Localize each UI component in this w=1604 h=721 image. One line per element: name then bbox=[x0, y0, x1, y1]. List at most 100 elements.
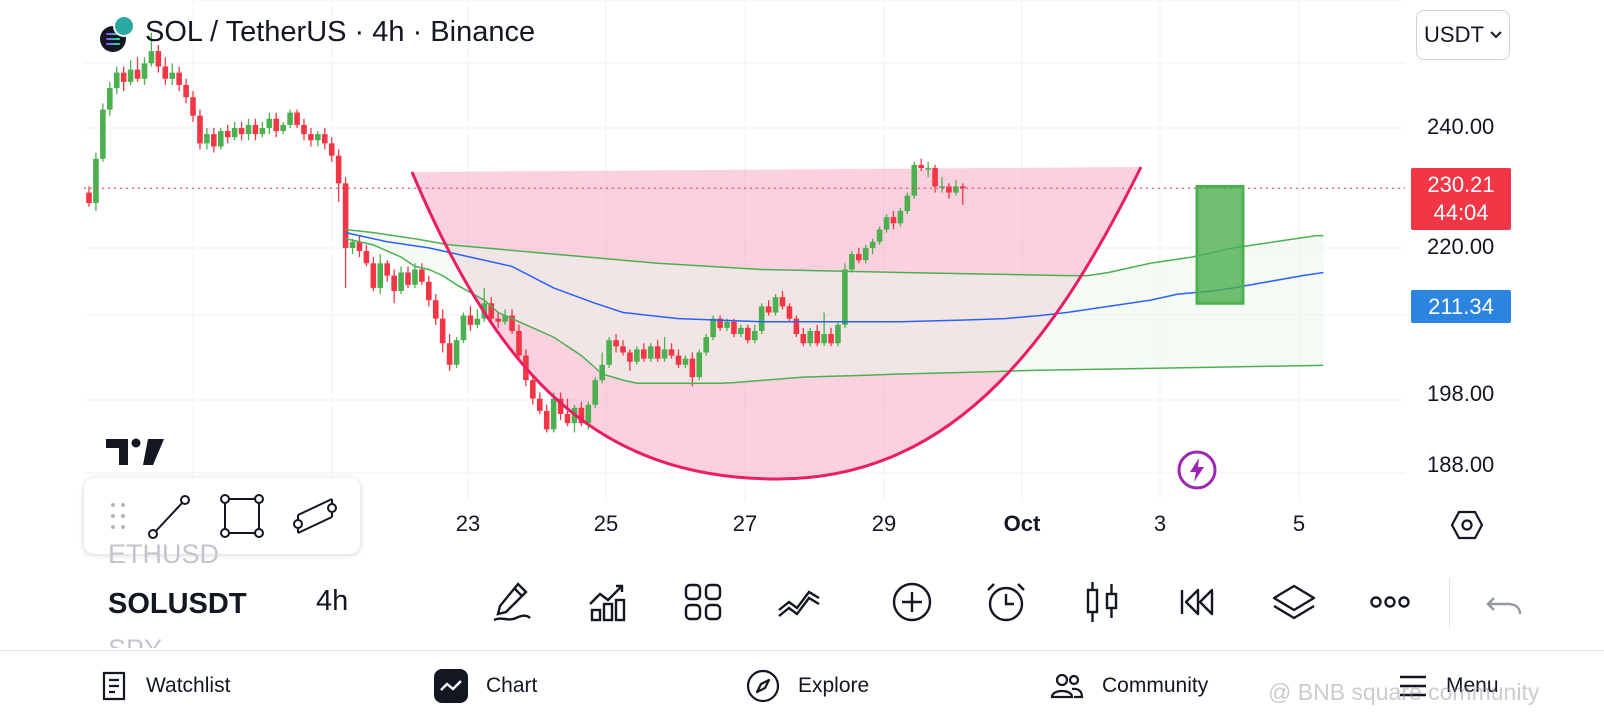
candle bbox=[675, 349, 682, 368]
candle-body bbox=[779, 297, 786, 307]
compare-icon[interactable] bbox=[775, 578, 823, 626]
cup-curve-line[interactable] bbox=[410, 166, 1143, 481]
candle bbox=[273, 112, 280, 138]
candle bbox=[426, 275, 432, 307]
candle-body bbox=[772, 297, 779, 313]
candle bbox=[592, 377, 599, 408]
candle-body bbox=[786, 306, 793, 319]
candle-body bbox=[155, 51, 162, 67]
candle-body bbox=[100, 109, 106, 159]
candle bbox=[634, 346, 640, 365]
candle bbox=[661, 337, 668, 362]
candle-body bbox=[821, 334, 827, 344]
candle bbox=[571, 404, 578, 433]
candle-body bbox=[717, 318, 723, 328]
more-icon[interactable] bbox=[1366, 578, 1414, 626]
candle-body bbox=[439, 318, 446, 344]
rectangle-icon[interactable] bbox=[217, 491, 267, 541]
price-chart[interactable] bbox=[0, 0, 1604, 540]
candle bbox=[765, 300, 772, 316]
candle bbox=[738, 324, 744, 338]
candle bbox=[883, 214, 890, 233]
candle bbox=[606, 337, 612, 368]
compass-icon bbox=[746, 669, 780, 703]
watchlist-prev-symbol[interactable]: ETHUSD bbox=[108, 541, 220, 567]
candle bbox=[516, 324, 522, 359]
candle-body bbox=[467, 315, 474, 325]
chart-settings-icon[interactable] bbox=[1450, 510, 1484, 540]
parallel-channel-icon[interactable] bbox=[290, 491, 340, 541]
candle bbox=[495, 312, 501, 328]
candle-body bbox=[675, 355, 682, 365]
position-box[interactable] bbox=[1195, 184, 1245, 305]
candle-body bbox=[855, 254, 862, 261]
candle bbox=[252, 118, 259, 141]
candle-body bbox=[564, 413, 571, 424]
candle bbox=[308, 128, 314, 147]
candle-body bbox=[876, 229, 883, 242]
candle-body bbox=[862, 247, 869, 261]
nav-watchlist[interactable]: Watchlist bbox=[100, 651, 230, 721]
candle-body bbox=[391, 275, 397, 291]
nav-explore[interactable]: Explore bbox=[746, 651, 869, 721]
candle bbox=[849, 251, 855, 273]
indicators-icon[interactable] bbox=[584, 578, 632, 626]
undo-icon[interactable] bbox=[1480, 578, 1528, 626]
alert-icon[interactable] bbox=[982, 578, 1030, 626]
pencil-icon[interactable] bbox=[488, 578, 536, 626]
candle-body bbox=[516, 330, 522, 356]
candle-body bbox=[869, 241, 876, 248]
toolbar-divider bbox=[1449, 578, 1450, 628]
candle bbox=[148, 32, 155, 67]
candle bbox=[627, 349, 633, 371]
candle-body bbox=[883, 217, 890, 230]
lightning-icon[interactable] bbox=[1176, 449, 1218, 491]
candles-icon[interactable] bbox=[1078, 578, 1126, 626]
candle-body bbox=[384, 263, 391, 276]
last-price-tag: 230.21 44:04 bbox=[1411, 168, 1511, 230]
nav-chart[interactable]: Chart bbox=[434, 651, 537, 721]
templates-icon[interactable] bbox=[679, 578, 727, 626]
candle-body bbox=[488, 303, 495, 319]
candle-body bbox=[543, 410, 550, 430]
candle bbox=[432, 294, 439, 325]
candle-body bbox=[502, 315, 508, 322]
nav-community[interactable]: Community bbox=[1050, 651, 1208, 721]
candle bbox=[509, 309, 515, 335]
candle-body bbox=[349, 241, 356, 248]
price-tick: 188.00 bbox=[1427, 452, 1495, 477]
candle-body bbox=[814, 330, 820, 344]
candle-body bbox=[745, 327, 751, 341]
candle-body bbox=[412, 269, 418, 285]
watchlist-next-symbol[interactable]: SPY bbox=[108, 634, 162, 648]
candle-body bbox=[696, 352, 703, 378]
candle-body bbox=[134, 69, 141, 79]
trend-line-icon[interactable] bbox=[144, 491, 194, 541]
add-icon[interactable] bbox=[888, 578, 936, 626]
candle-body bbox=[169, 72, 176, 79]
drag-handle-icon[interactable] bbox=[94, 491, 144, 541]
candle bbox=[120, 66, 127, 92]
chart-title[interactable]: SOL / TetherUS · 4h · Binance bbox=[145, 16, 536, 48]
layers-icon[interactable] bbox=[1270, 578, 1318, 626]
currency-selector[interactable]: USDT bbox=[1416, 10, 1510, 60]
candle bbox=[703, 334, 710, 356]
candle bbox=[245, 118, 252, 141]
interval-selector[interactable]: 4h bbox=[316, 585, 349, 617]
current-symbol[interactable]: SOLUSDT bbox=[108, 588, 247, 620]
candle-body bbox=[141, 63, 148, 79]
candle-body bbox=[724, 321, 730, 328]
candle bbox=[932, 164, 938, 193]
candle bbox=[238, 121, 245, 141]
candle bbox=[197, 109, 203, 150]
candle-body bbox=[835, 324, 841, 344]
candle bbox=[169, 63, 176, 85]
candle-body bbox=[252, 124, 259, 135]
replay-icon[interactable] bbox=[1174, 578, 1222, 626]
candle-body bbox=[765, 306, 772, 313]
candle bbox=[453, 337, 460, 368]
nav-menu[interactable]: Menu bbox=[1398, 651, 1499, 721]
candle-body bbox=[301, 124, 307, 135]
candle bbox=[564, 398, 571, 427]
candle-body bbox=[238, 128, 245, 135]
